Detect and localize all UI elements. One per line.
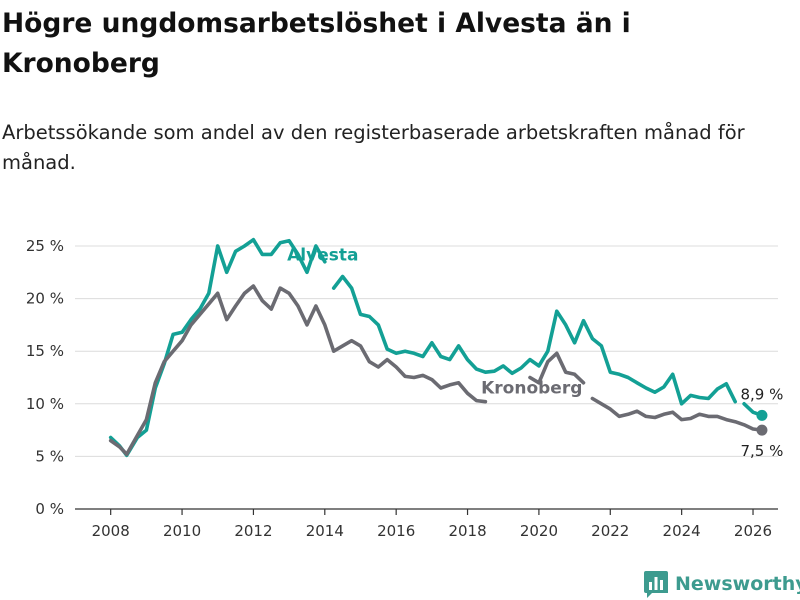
axes: 0 % 5 % 10 % 15 % 20 % 25 % 2008 2010 2012 2014 20… (26, 237, 778, 540)
x-tick-label: 2020 (520, 522, 558, 540)
x-tick-label: 2012 (234, 522, 272, 540)
x-tick-label: 2008 (92, 522, 130, 540)
x-tick-label: 2016 (377, 522, 415, 540)
series-label-alvesta: Alvesta (287, 246, 358, 266)
series-endpoint-alvesta (756, 409, 768, 421)
bar-chart-logo-icon (644, 570, 668, 598)
y-tick-label: 15 % (26, 342, 64, 360)
brand-name: Newsworthy (675, 573, 800, 595)
chart-title: Högre ungdomsarbetslöshet i Alvesta än i… (2, 8, 631, 79)
y-tick-label: 5 % (35, 447, 64, 465)
series-label-kronoberg: Kronoberg (481, 378, 582, 398)
y-tick-label: 10 % (26, 395, 64, 413)
end-label-kronoberg: 7,5 % (740, 442, 783, 460)
x-tick-label: 2014 (306, 522, 344, 540)
end-label-alvesta: 8,9 % (740, 385, 783, 403)
x-tick-label: 2022 (591, 522, 629, 540)
y-tick-label: 0 % (35, 500, 64, 518)
x-tick-label: 2026 (734, 522, 772, 540)
x-tick-label: 2024 (663, 522, 701, 540)
y-tick-label: 20 % (26, 290, 64, 308)
chart-subtitle: Arbetssökande som andel av den registerb… (2, 121, 745, 174)
x-tick-label: 2010 (163, 522, 201, 540)
series-lines (108, 237, 768, 458)
series-labels: Alvesta Kronoberg 8,9 % 7,5 % (287, 246, 783, 460)
x-tick-label: 2018 (448, 522, 486, 540)
y-tick-label: 25 % (26, 237, 64, 255)
series-endpoint-kronoberg (756, 424, 768, 436)
brand-logo: Newsworthy (644, 569, 800, 599)
series-line-alvesta (108, 237, 764, 458)
series-line-kronoberg (108, 284, 764, 457)
